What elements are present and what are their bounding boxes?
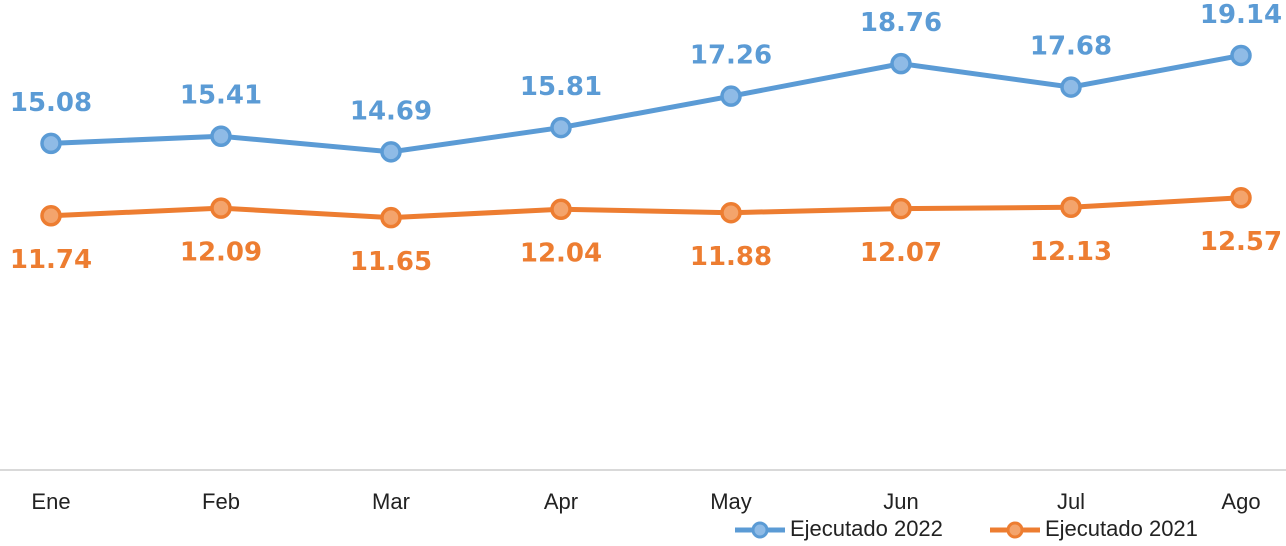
x-tick-label: Apr [544,489,578,514]
point [720,85,742,107]
data-label: 15.41 [180,81,262,111]
data-label: 12.04 [520,239,602,269]
legend-marker [751,521,769,539]
data-label: 15.81 [520,72,602,102]
point [890,52,912,75]
data-label: 12.57 [1200,227,1282,257]
legend-label: Ejecutado 2022 [790,516,943,541]
legend-marker [1006,521,1024,539]
series-line [50,52,1242,155]
data-label: 11.88 [690,242,772,272]
data-label: 12.07 [860,238,942,268]
point [1230,44,1252,67]
point [890,197,912,220]
x-tick-label: May [710,489,752,514]
x-tick-label: Jun [883,489,918,514]
point [210,125,232,147]
data-label: 11.65 [350,247,432,277]
point [1060,76,1082,98]
series-line [50,195,1242,221]
x-tick-label: Mar [372,489,410,514]
data-label: 14.69 [350,96,432,126]
data-label: 12.13 [1030,237,1112,267]
point [40,204,62,227]
data-label: 19.14 [1200,0,1282,30]
data-label: 11.74 [10,245,92,275]
point [1060,196,1082,219]
point [380,141,402,163]
point [210,197,232,219]
x-tick-label: Feb [202,489,240,514]
point [380,206,402,229]
data-label: 18.76 [860,8,942,38]
x-tick-label: Jul [1057,489,1085,514]
point [550,198,572,220]
data-label: 17.26 [690,41,772,71]
data-label: 12.09 [180,238,262,268]
point [40,132,62,155]
x-tick-label: Ago [1221,489,1260,514]
x-tick-label: Ene [31,489,70,514]
point [550,116,572,139]
legend-label: Ejecutado 2021 [1045,516,1198,541]
point [720,201,742,224]
data-label: 15.08 [10,88,92,118]
data-label: 17.68 [1030,32,1112,62]
point [1230,186,1252,209]
